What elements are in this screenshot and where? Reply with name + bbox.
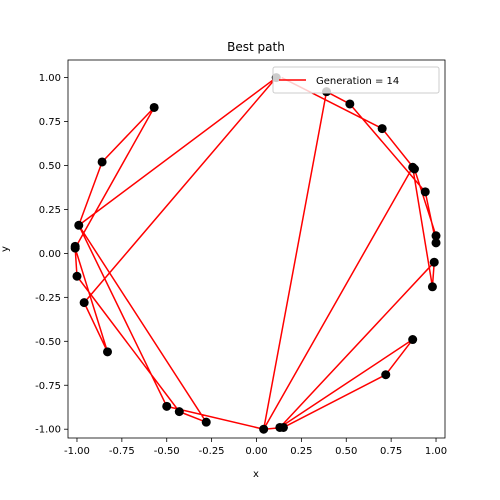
x-tick-label: 0.50 xyxy=(335,446,357,457)
city-point-24 xyxy=(74,220,84,230)
city-point-26 xyxy=(149,102,159,112)
city-point-9 xyxy=(429,257,439,267)
x-tick-label: -0.75 xyxy=(109,446,135,457)
city-point-3 xyxy=(377,124,387,134)
y-tick-label: 0.25 xyxy=(39,205,61,216)
city-point-8 xyxy=(431,238,441,248)
city-point-2 xyxy=(345,99,355,109)
city-point-19 xyxy=(103,347,112,357)
city-point-21 xyxy=(72,271,82,281)
legend: Generation = 14 xyxy=(272,66,440,94)
y-tick-label: 1.00 xyxy=(39,73,61,84)
city-point-23 xyxy=(70,241,80,251)
legend-box xyxy=(272,66,440,94)
y-tick-label: 0.75 xyxy=(39,117,61,128)
city-point-7 xyxy=(431,231,441,241)
city-point-20 xyxy=(79,298,89,308)
y-tick-label: -0.75 xyxy=(35,381,61,392)
city-point-17 xyxy=(174,407,184,417)
y-axis-ticks: 1.00 0.75 0.50 0.25 0.00 -0.25 -0.50 -0.75 -1.00 xyxy=(35,73,68,436)
city-point-15 xyxy=(259,424,269,434)
x-tick-label: 0.25 xyxy=(290,446,312,457)
best-path-line xyxy=(74,76,437,430)
city-point-11 xyxy=(408,335,418,345)
city-point-18 xyxy=(162,401,172,411)
city-point-25 xyxy=(97,157,107,167)
legend-label: Generation = 14 xyxy=(316,76,399,87)
city-point-14 xyxy=(275,422,285,432)
x-tick-label: 0.75 xyxy=(380,446,402,457)
chart-title: Best path xyxy=(227,40,285,54)
x-tick-label: -0.50 xyxy=(154,446,180,457)
city-point-6 xyxy=(420,187,430,197)
y-tick-label: -0.25 xyxy=(35,293,61,304)
city-point-12 xyxy=(381,370,391,380)
x-tick-label: -1.00 xyxy=(64,446,90,457)
x-tick-label: 1.00 xyxy=(425,446,447,457)
x-tick-label: -0.25 xyxy=(199,446,225,457)
x-tick-label: 0.00 xyxy=(245,446,267,457)
city-point-5 xyxy=(409,164,419,174)
y-tick-label: 0.50 xyxy=(39,161,61,172)
plot-frame xyxy=(67,59,446,439)
x-axis-label: x xyxy=(253,469,259,480)
plot-area xyxy=(70,73,441,434)
city-point-16 xyxy=(201,417,211,427)
y-tick-label: -1.00 xyxy=(35,425,61,436)
y-tick-label: -0.50 xyxy=(35,337,61,348)
y-tick-label: 0.00 xyxy=(39,249,61,260)
y-axis-label: y xyxy=(0,246,11,252)
x-axis-ticks: -1.00 -0.75 -0.50 -0.25 0.00 0.25 0.50 0.75 1.00 xyxy=(64,438,447,457)
city-point-10 xyxy=(427,282,437,292)
